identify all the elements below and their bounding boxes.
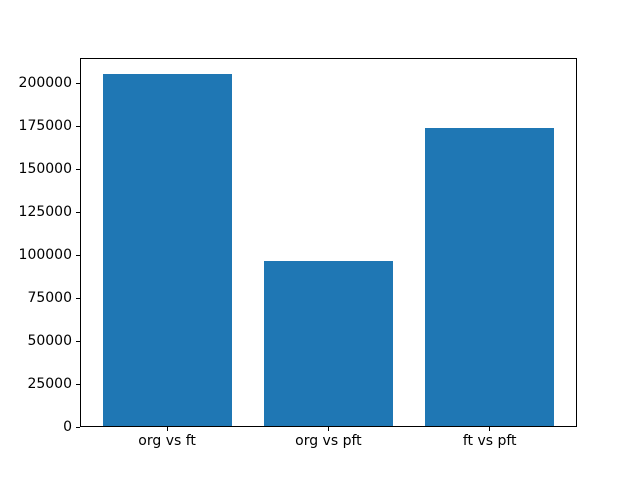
y-tick-mark [75,297,80,299]
bar-org-vs-ft [102,73,232,427]
y-tick-label: 25000 [27,376,72,393]
y-tick-label: 125000 [18,204,72,221]
y-tick-mark [75,211,80,213]
y-tick-label: 175000 [18,118,72,135]
y-tick-label: 75000 [27,290,72,307]
y-tick-label: 100000 [18,247,72,264]
x-tick-label: org vs pft [295,433,362,450]
bar-org-vs-pft [263,261,393,427]
y-tick-label: 50000 [27,333,72,350]
x-tick-mark [489,427,491,432]
y-tick-mark [75,254,80,256]
y-tick-label: 0 [63,419,72,436]
y-tick-mark [75,168,80,170]
plot-area [80,57,577,428]
x-tick-label: ft vs pft [462,433,517,450]
bar-ft-vs-pft [425,127,555,427]
y-tick-mark [75,340,80,342]
y-tick-mark [75,82,80,84]
x-tick-mark [166,427,168,432]
y-tick-label: 150000 [18,161,72,178]
x-tick-mark [327,427,329,432]
y-tick-label: 200000 [18,75,72,92]
y-tick-mark [75,426,80,428]
y-tick-mark [75,125,80,127]
x-tick-label: org vs ft [138,433,196,450]
y-tick-mark [75,383,80,385]
